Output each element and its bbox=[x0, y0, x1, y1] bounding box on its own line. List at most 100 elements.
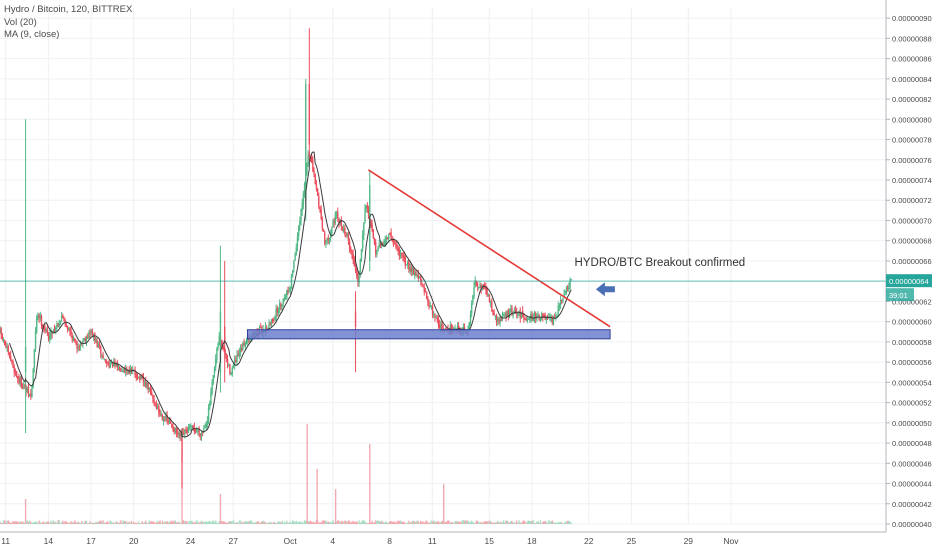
volume-bar bbox=[331, 522, 333, 524]
volume-indicator-label[interactable]: Vol (20) bbox=[4, 16, 37, 28]
volume-bar bbox=[92, 522, 95, 524]
volume-bar bbox=[69, 522, 71, 524]
volume-bar bbox=[417, 521, 420, 524]
volume-bar bbox=[204, 521, 206, 524]
candle-body bbox=[487, 295, 489, 297]
volume-bar bbox=[243, 521, 245, 524]
candle-body bbox=[220, 342, 223, 347]
volume-bar bbox=[365, 522, 367, 524]
volume-bar bbox=[486, 521, 488, 524]
candle-body bbox=[512, 313, 514, 315]
drawings[interactable]: HYDRO/BTC Breakout confirmed bbox=[0, 169, 886, 340]
volume-bar bbox=[429, 522, 431, 524]
volume-bar bbox=[135, 522, 137, 524]
candle-body bbox=[155, 404, 158, 409]
candle-body bbox=[82, 340, 84, 344]
candle-body bbox=[9, 355, 12, 361]
volume-bar bbox=[310, 521, 313, 524]
candle-body bbox=[523, 313, 525, 319]
volume-bar bbox=[13, 521, 15, 524]
candle-body bbox=[468, 322, 471, 328]
volume-bar bbox=[169, 521, 172, 524]
volume-bar bbox=[171, 520, 173, 524]
candle-body bbox=[118, 366, 121, 371]
volume-bar bbox=[191, 520, 193, 524]
candle-body bbox=[537, 315, 539, 317]
volume-bar bbox=[6, 520, 8, 524]
ma-indicator-label[interactable]: MA (9, close) bbox=[4, 29, 60, 40]
volume-bar bbox=[521, 521, 524, 524]
volume-bar bbox=[391, 521, 393, 524]
volume-bar bbox=[497, 520, 499, 524]
volume-bar bbox=[358, 520, 360, 524]
volume-bar bbox=[263, 521, 265, 524]
x-tick-label: 14 bbox=[44, 536, 54, 546]
x-tick-label: 22 bbox=[584, 536, 594, 546]
volume-bar bbox=[78, 522, 81, 524]
volume-bar bbox=[226, 522, 229, 524]
candle-body bbox=[401, 253, 403, 255]
volume-bar bbox=[447, 520, 449, 524]
volume-bar bbox=[97, 521, 100, 524]
candle-body bbox=[172, 427, 174, 430]
candle-body bbox=[337, 212, 339, 218]
volume-bar bbox=[165, 521, 167, 524]
volume-bar bbox=[127, 522, 129, 524]
candle-body bbox=[329, 233, 332, 239]
volume-bar bbox=[548, 520, 550, 524]
candle-body bbox=[300, 210, 302, 221]
candle-body bbox=[555, 316, 557, 318]
volume-bar bbox=[378, 521, 380, 524]
candle-body bbox=[78, 346, 81, 348]
volume-bar bbox=[329, 522, 332, 524]
volume-bar bbox=[410, 521, 412, 524]
volume-bar bbox=[133, 521, 135, 524]
volume-bar bbox=[288, 522, 290, 524]
candle-body bbox=[366, 205, 369, 209]
candle-body bbox=[18, 377, 20, 382]
volume-bar bbox=[308, 521, 311, 524]
volume-bar bbox=[155, 522, 158, 524]
candle-body bbox=[313, 170, 315, 174]
candle-body bbox=[415, 271, 417, 276]
candle-body bbox=[32, 368, 34, 388]
volume-bar bbox=[278, 521, 281, 524]
volume-bar bbox=[345, 520, 347, 524]
volume-bar bbox=[71, 522, 73, 524]
volume-bar bbox=[309, 520, 312, 524]
volume-bar bbox=[316, 469, 318, 524]
volume-bar bbox=[468, 522, 471, 524]
candle-body bbox=[478, 287, 480, 289]
volume-bar bbox=[293, 521, 295, 524]
candle-body bbox=[95, 340, 97, 342]
candle-body bbox=[212, 374, 215, 384]
symbol-title[interactable]: Hydro / Bitcoin, 120, BITTREX bbox=[4, 4, 133, 15]
volume-bar bbox=[209, 520, 211, 524]
volume-bar bbox=[96, 522, 98, 524]
volume-bar bbox=[17, 521, 19, 524]
candle-body bbox=[56, 324, 58, 328]
candle-body bbox=[241, 347, 243, 351]
volume-bar bbox=[485, 521, 487, 524]
candle-body bbox=[231, 367, 233, 375]
volume-bar bbox=[274, 522, 276, 524]
volume-bar bbox=[431, 521, 434, 524]
volume-bar bbox=[111, 522, 114, 524]
candle-body bbox=[88, 332, 90, 339]
candle-body bbox=[341, 227, 344, 231]
candle-body bbox=[392, 240, 395, 245]
volume-bar bbox=[374, 520, 377, 524]
volume-bar bbox=[353, 521, 356, 524]
candle-body bbox=[438, 324, 441, 328]
volume-bar bbox=[160, 523, 162, 524]
candle-body bbox=[552, 317, 555, 325]
volume-bar bbox=[409, 522, 411, 524]
candle-body bbox=[203, 428, 205, 432]
candle-body bbox=[103, 359, 105, 361]
candle-body bbox=[139, 376, 141, 381]
volume-bar bbox=[167, 522, 169, 524]
volume-bar bbox=[339, 522, 341, 524]
candle-body bbox=[406, 261, 409, 265]
